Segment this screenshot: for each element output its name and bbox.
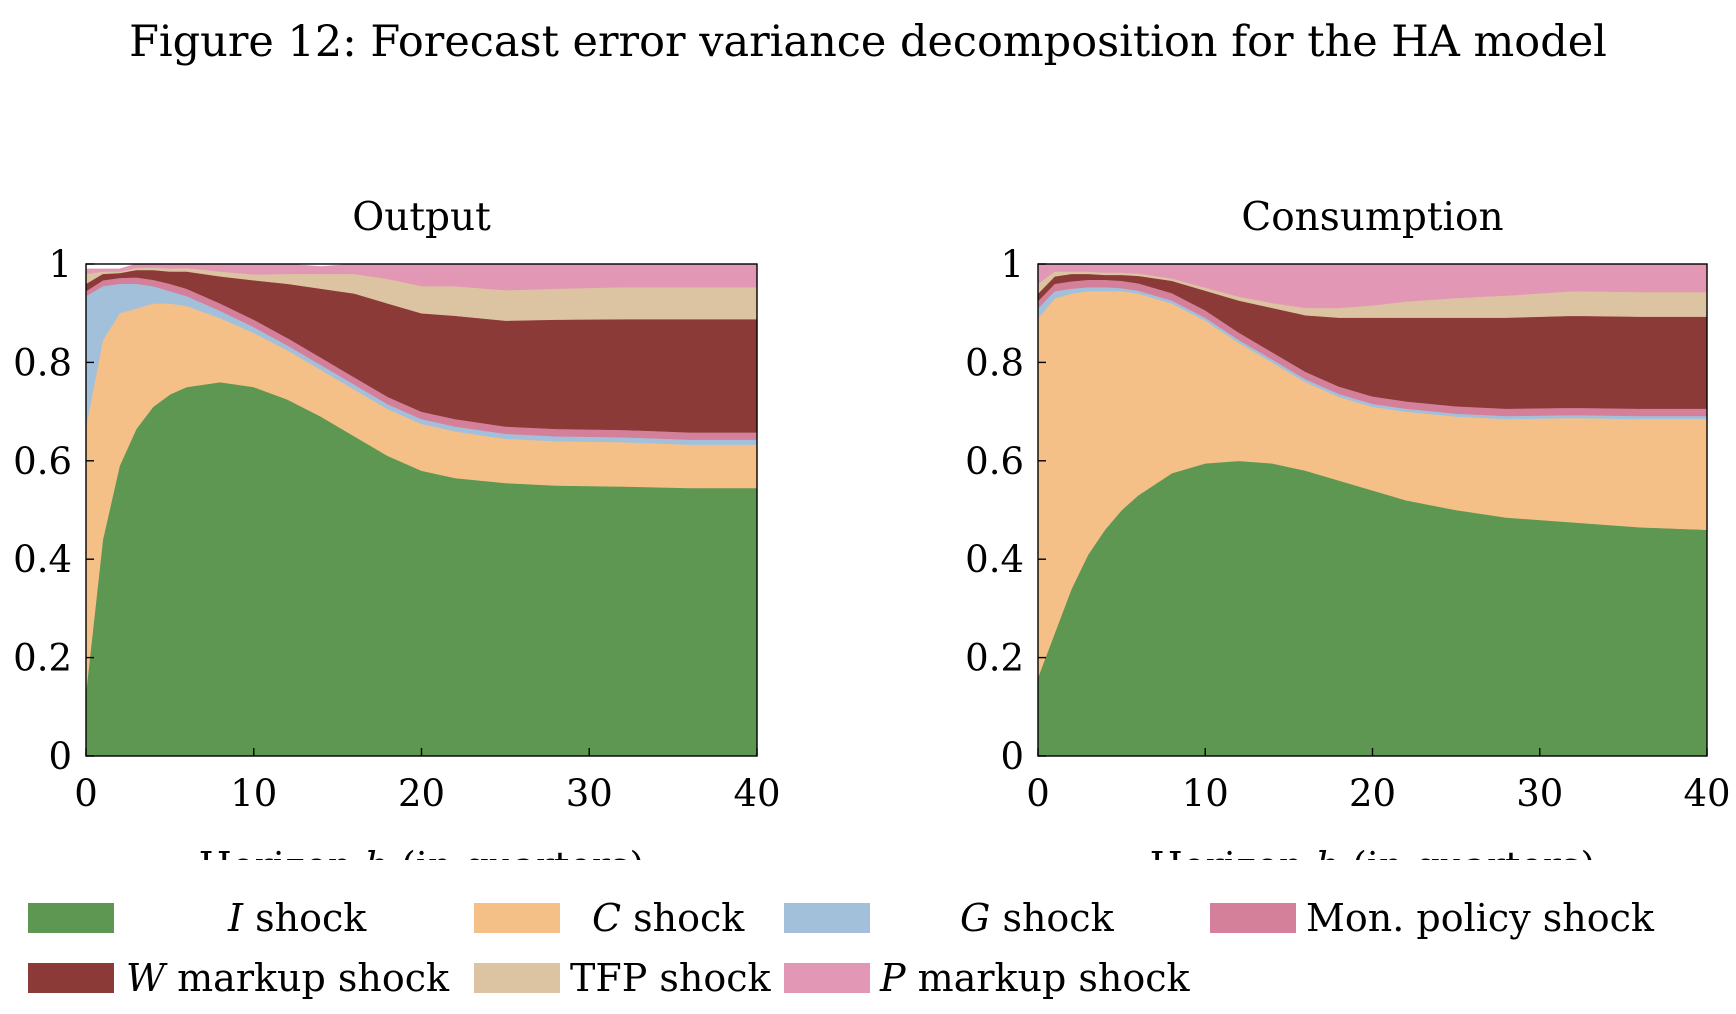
legend-item-p-markup-shock xyxy=(784,958,870,998)
y-tick-label: 0 xyxy=(1000,735,1024,778)
legend-swatch-i-shock xyxy=(28,903,114,933)
figure-title: Figure 12: Forecast error variance decom… xyxy=(129,17,1607,67)
legend-swatch-c-shock xyxy=(474,903,560,933)
legend-item-tfp-shock xyxy=(474,958,560,998)
y-tick-label: 0.8 xyxy=(965,341,1024,384)
x-tick-label: 30 xyxy=(566,772,613,815)
legend-item-i-shock xyxy=(28,898,114,938)
legend-label-g-shock: G shock xyxy=(960,896,1114,940)
x-tick-label: 30 xyxy=(1516,772,1563,815)
y-tick-label: 0.6 xyxy=(13,440,72,483)
panel-title-output: Output xyxy=(352,195,491,240)
chart-panel-output: 0 10 20 30 40 0 0.2 0.4 0.6 0.8 1 Output Horizon h (… xyxy=(13,195,780,860)
x-tick-label: 0 xyxy=(74,772,98,815)
legend-item-c-shock xyxy=(474,898,560,938)
legend-swatch-mon-policy-shock xyxy=(1210,903,1296,933)
y-tick-label: 0.4 xyxy=(13,538,72,581)
chart-panel-consumption: 0 10 20 30 40 0 0.2 0.4 0.6 0.8 1 Consumption Horizo… xyxy=(965,195,1730,860)
legend-item-mon-policy-shock xyxy=(1210,898,1296,938)
y-tick-label: 0.6 xyxy=(965,440,1024,483)
legend-item-w-markup-shock xyxy=(28,958,114,998)
legend-label-mon-policy-shock: Mon. policy shock xyxy=(1306,896,1654,940)
legend-label-tfp-shock: TFP shock xyxy=(570,956,771,1000)
y-tick-label: 0.2 xyxy=(965,637,1024,680)
legend-label-w-markup-shock: W markup shock xyxy=(126,956,450,1000)
legend-swatch-tfp-shock xyxy=(474,963,560,993)
x-tick-label: 10 xyxy=(1182,772,1229,815)
legend-swatch-p-markup-shock xyxy=(784,963,870,993)
y-tick-label: 0.2 xyxy=(13,637,72,680)
legend-swatch-w-markup-shock xyxy=(28,963,114,993)
legend-swatch-g-shock xyxy=(784,903,870,933)
y-tick-label: 0 xyxy=(48,735,72,778)
x-tick-label: 40 xyxy=(1683,772,1730,815)
y-tick-label: 1 xyxy=(1000,243,1024,286)
panel-title-consumption: Consumption xyxy=(1241,195,1503,240)
y-tick-label: 0.4 xyxy=(965,538,1024,581)
x-tick-label: 40 xyxy=(733,772,780,815)
x-axis-label: Horizon h (in quarters) xyxy=(1150,844,1596,860)
x-tick-label: 0 xyxy=(1026,772,1050,815)
y-tick-label: 1 xyxy=(48,243,72,286)
x-tick-label: 10 xyxy=(230,772,277,815)
legend-label-c-shock: C shock xyxy=(592,896,745,940)
y-tick-label: 0.8 xyxy=(13,341,72,384)
x-axis-label: Horizon h (in quarters) xyxy=(199,844,645,860)
x-tick-label: 20 xyxy=(1349,772,1396,815)
legend-label-i-shock: I shock xyxy=(228,896,367,940)
x-tick-label: 20 xyxy=(398,772,445,815)
legend-item-g-shock xyxy=(784,898,870,938)
legend-label-p-markup-shock: P markup shock xyxy=(880,956,1190,1000)
